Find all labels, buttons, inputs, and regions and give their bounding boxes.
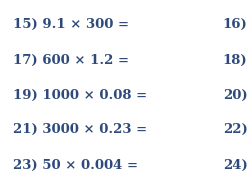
- Text: 15) 9.1 × 300 =: 15) 9.1 × 300 =: [13, 18, 128, 31]
- Text: 17) 600 × 1.2 =: 17) 600 × 1.2 =: [13, 54, 128, 67]
- Text: 24): 24): [222, 159, 246, 172]
- Text: 23) 50 × 0.004 =: 23) 50 × 0.004 =: [13, 159, 137, 172]
- Text: 18): 18): [222, 54, 246, 67]
- Text: 20): 20): [222, 89, 246, 101]
- Text: 21) 3000 × 0.23 =: 21) 3000 × 0.23 =: [13, 123, 146, 136]
- Text: 16): 16): [222, 18, 246, 31]
- Text: 22): 22): [222, 123, 246, 136]
- Text: 19) 1000 × 0.08 =: 19) 1000 × 0.08 =: [13, 89, 146, 101]
